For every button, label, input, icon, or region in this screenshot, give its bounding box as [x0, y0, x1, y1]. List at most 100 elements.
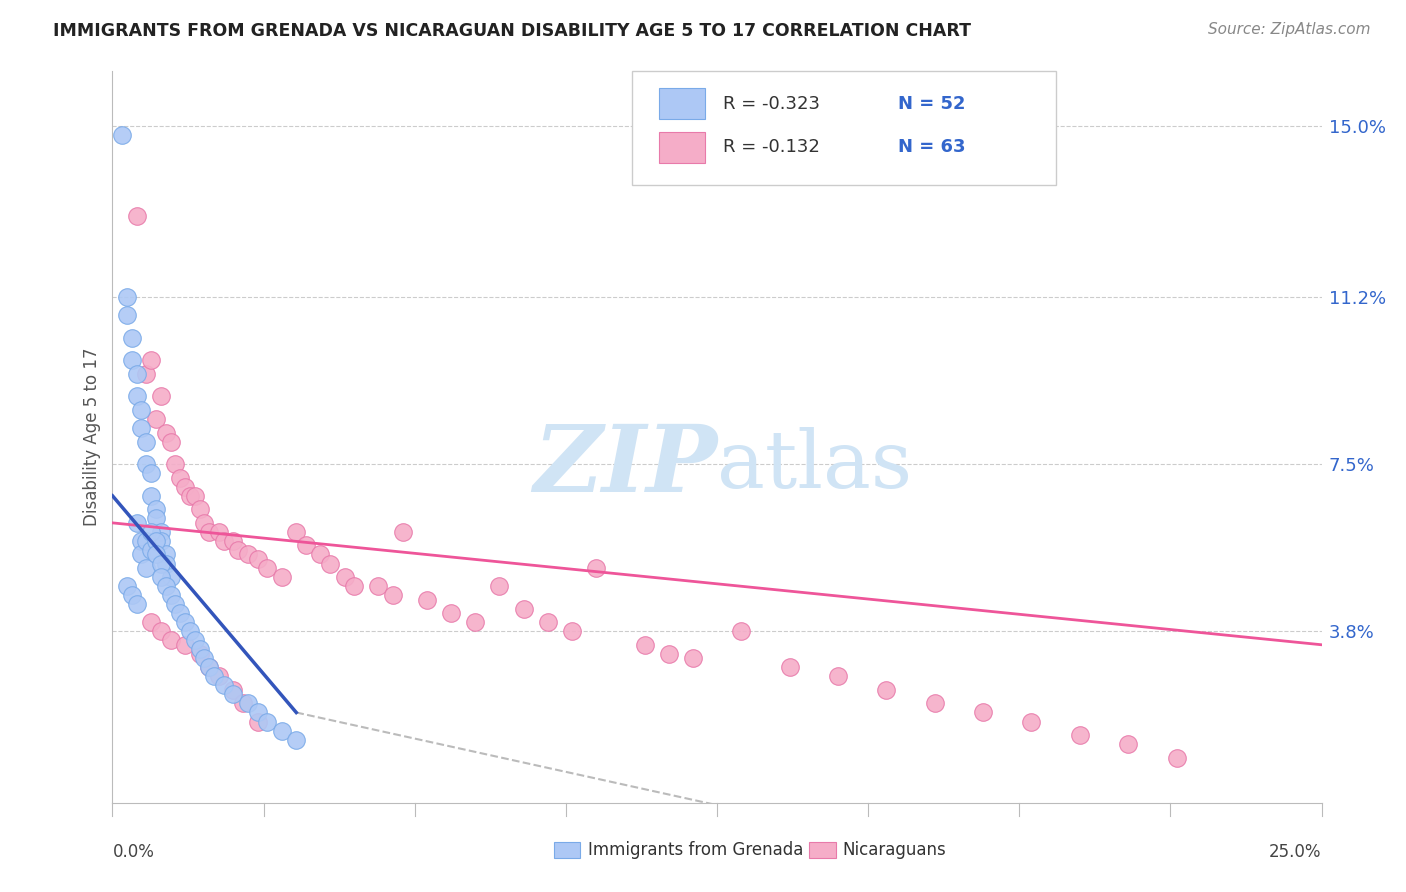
Point [145, 412, 167, 426]
Point [121, 331, 143, 345]
Point [464, 615, 486, 630]
Text: 25.0%: 25.0% [1270, 843, 1322, 861]
Text: R = -0.132: R = -0.132 [723, 138, 820, 156]
Point [270, 570, 292, 584]
Point [125, 209, 148, 223]
Point [682, 651, 704, 665]
Point [222, 682, 245, 697]
Point [256, 561, 278, 575]
Point [135, 561, 157, 575]
Point [174, 615, 197, 630]
Point [135, 457, 157, 471]
FancyBboxPatch shape [659, 88, 704, 119]
Point [179, 624, 201, 639]
Point [121, 588, 143, 602]
Point [295, 538, 318, 552]
Point [159, 570, 181, 584]
Point [131, 533, 153, 548]
FancyBboxPatch shape [554, 841, 581, 858]
Point [145, 548, 167, 562]
Point [367, 579, 389, 593]
Point [202, 669, 225, 683]
Point [232, 697, 254, 711]
Point [131, 548, 153, 562]
Point [121, 353, 143, 368]
Point [135, 533, 157, 548]
Text: ZIP: ZIP [533, 421, 717, 511]
Point [512, 601, 534, 615]
Text: atlas: atlas [717, 427, 912, 506]
Point [236, 548, 259, 562]
Point [145, 502, 167, 516]
Point [343, 579, 366, 593]
FancyBboxPatch shape [633, 71, 1056, 185]
Point [141, 543, 163, 558]
Point [125, 516, 148, 530]
Point [382, 588, 405, 602]
Point [226, 543, 249, 558]
Text: Immigrants from Grenada: Immigrants from Grenada [588, 840, 803, 859]
Point [391, 524, 413, 539]
Point [131, 403, 153, 417]
Point [149, 624, 172, 639]
Point [141, 466, 163, 480]
Point [141, 353, 163, 368]
Point [159, 588, 181, 602]
Point [141, 615, 163, 630]
Point [208, 669, 231, 683]
Point [285, 732, 308, 747]
Point [222, 688, 245, 702]
Point [141, 489, 163, 503]
Y-axis label: Disability Age 5 to 17: Disability Age 5 to 17 [83, 348, 101, 526]
Point [1166, 750, 1188, 764]
Point [115, 290, 138, 304]
Point [145, 533, 167, 548]
Point [188, 642, 211, 657]
Text: N = 63: N = 63 [898, 138, 966, 156]
Point [285, 524, 308, 539]
Point [198, 660, 221, 674]
Point [174, 480, 197, 494]
Point [188, 647, 211, 661]
Point [561, 624, 583, 639]
Point [633, 638, 655, 652]
Point [440, 606, 463, 620]
Point [155, 425, 177, 440]
Point [155, 579, 177, 593]
Point [188, 502, 211, 516]
Text: Source: ZipAtlas.com: Source: ZipAtlas.com [1208, 22, 1371, 37]
Point [115, 579, 138, 593]
Point [246, 714, 269, 729]
Point [141, 524, 163, 539]
Point [183, 489, 205, 503]
Point [309, 548, 332, 562]
Point [537, 615, 560, 630]
Point [198, 524, 221, 539]
Point [256, 714, 278, 729]
Point [924, 697, 946, 711]
Text: Nicaraguans: Nicaraguans [842, 840, 946, 859]
Point [222, 533, 245, 548]
Point [730, 624, 752, 639]
Point [165, 597, 187, 611]
Point [179, 489, 201, 503]
Point [149, 389, 172, 403]
Point [149, 570, 172, 584]
Point [416, 592, 439, 607]
Point [165, 457, 187, 471]
Text: R = -0.323: R = -0.323 [723, 95, 820, 112]
Point [174, 638, 197, 652]
Point [972, 706, 994, 720]
Point [169, 606, 191, 620]
Point [131, 421, 153, 435]
Point [236, 697, 259, 711]
Text: 0.0%: 0.0% [112, 843, 155, 861]
Point [585, 561, 607, 575]
Point [125, 389, 148, 403]
Point [246, 552, 269, 566]
Point [169, 471, 191, 485]
Point [111, 128, 134, 142]
Point [193, 651, 215, 665]
Point [115, 308, 138, 322]
Point [149, 557, 172, 571]
